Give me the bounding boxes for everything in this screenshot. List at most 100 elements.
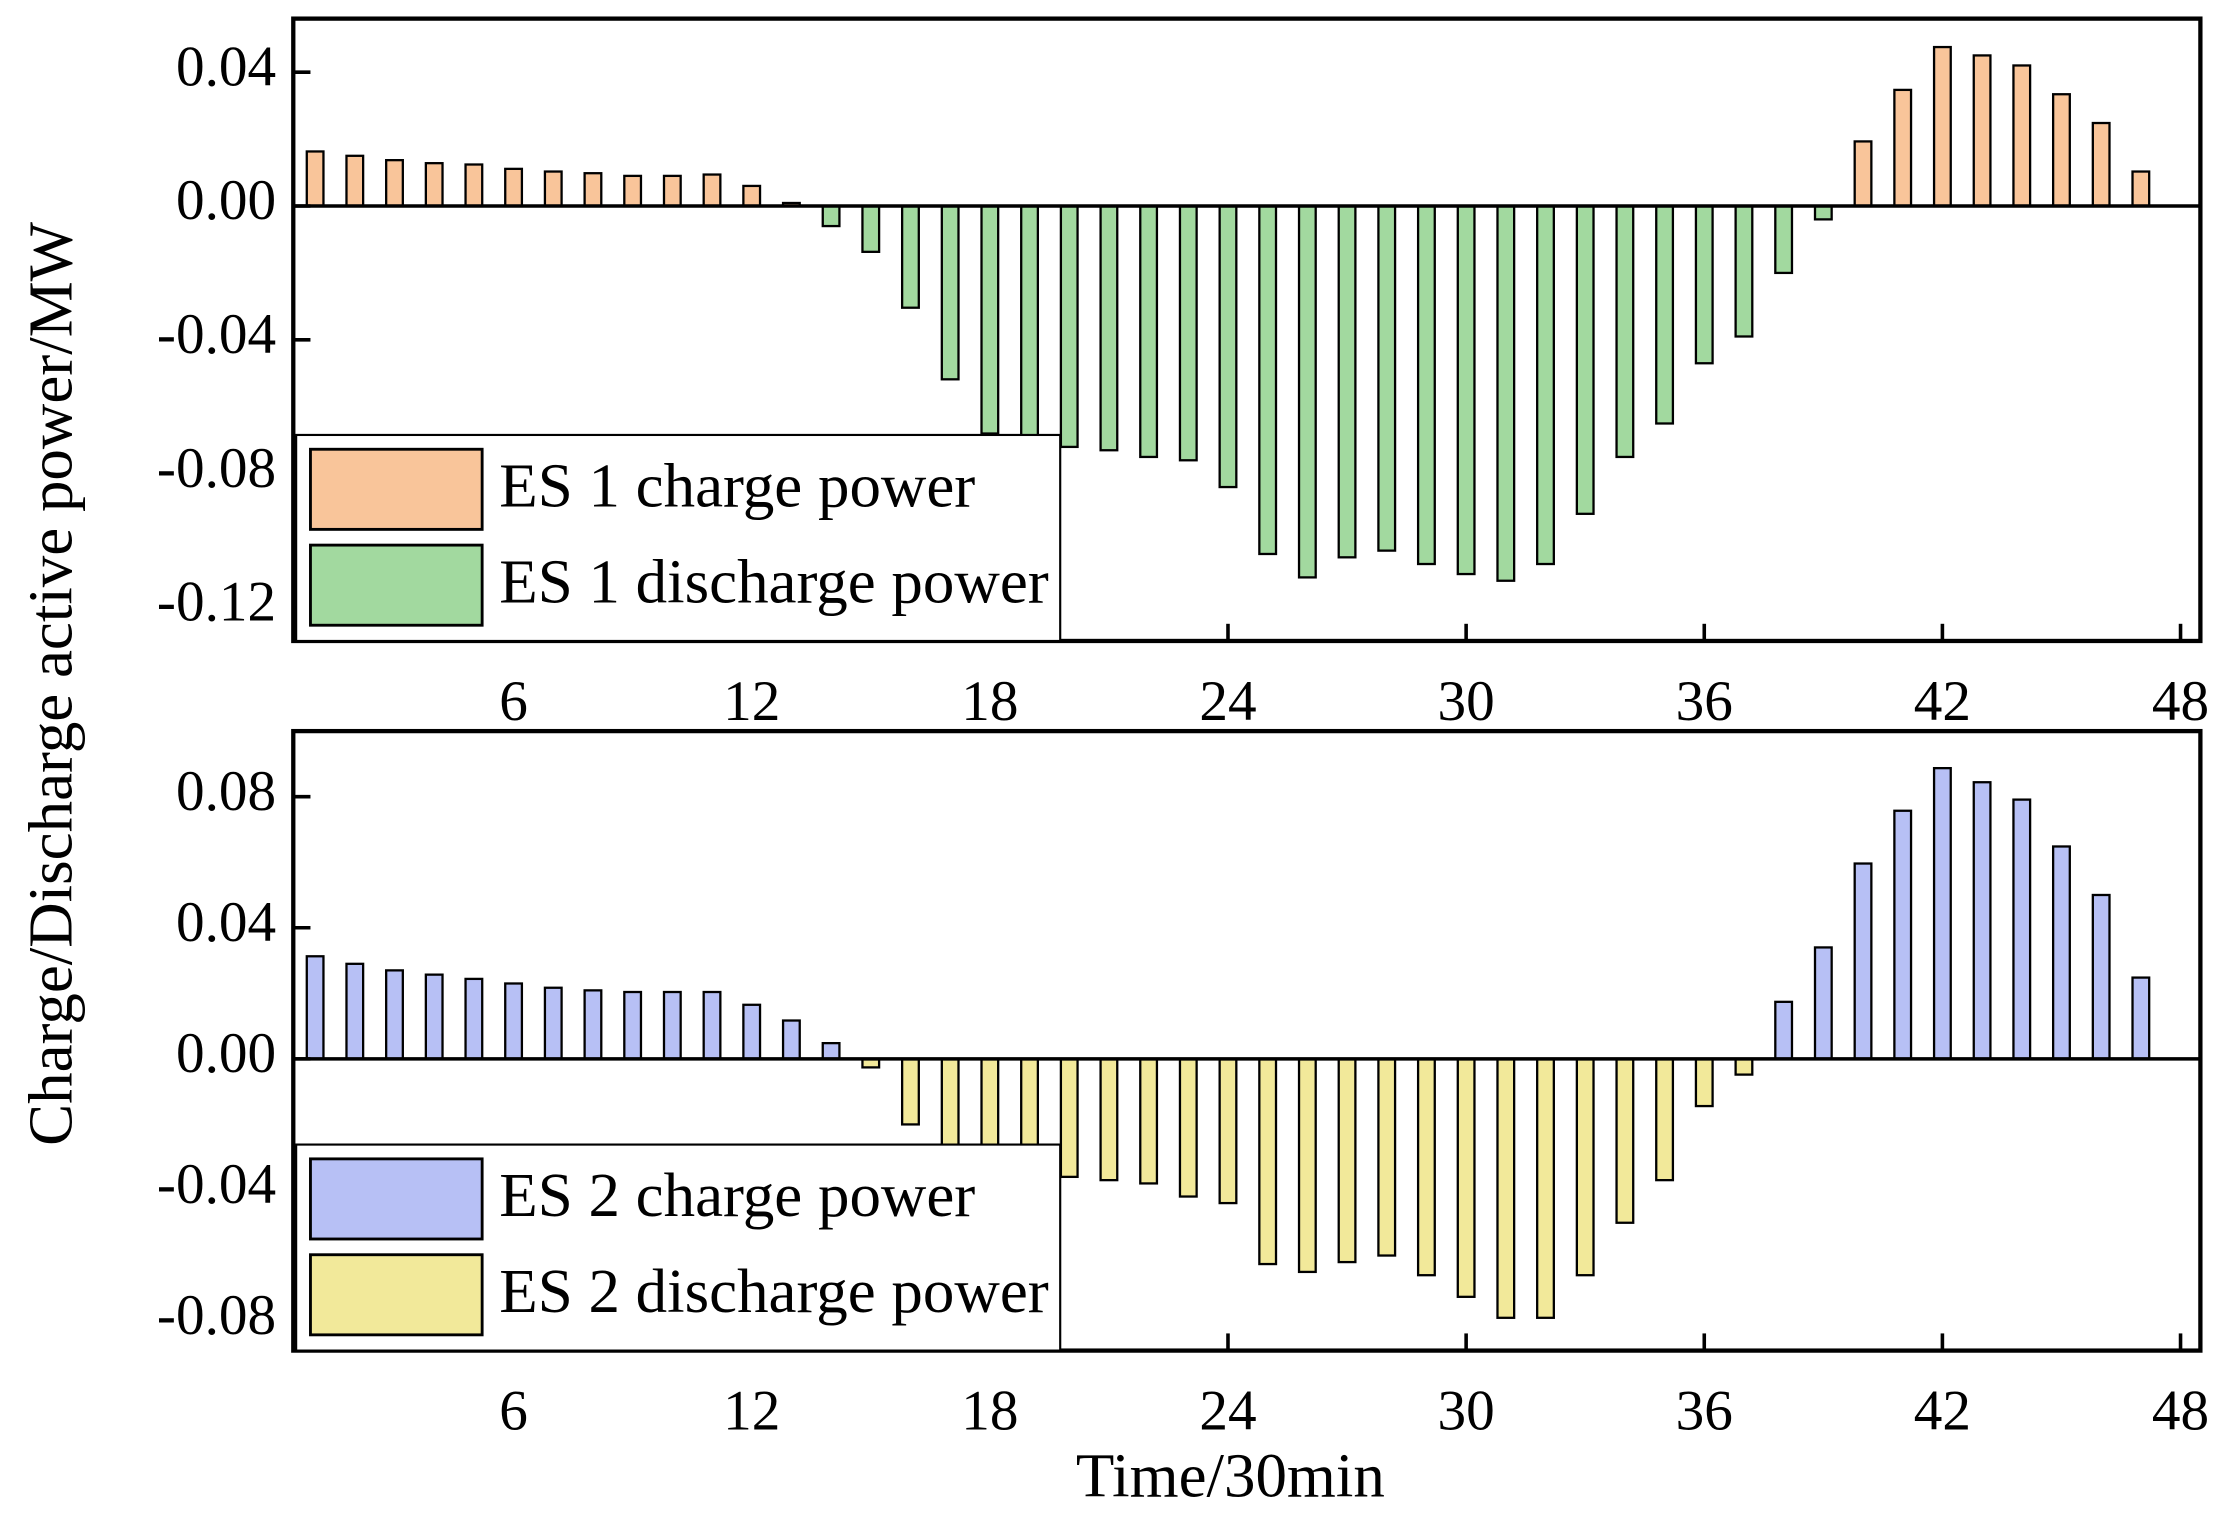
bar: [1139, 204, 1159, 459]
bar: [1456, 1057, 1476, 1298]
bar: [1615, 1057, 1635, 1224]
bar: [1734, 204, 1754, 338]
bar: [345, 154, 365, 208]
y-tick-label: -0.04: [157, 1153, 276, 1216]
legend-swatch: [309, 543, 484, 627]
bar: [1972, 54, 1992, 208]
bar: [2131, 170, 2151, 208]
bar: [2051, 845, 2071, 1061]
legend-swatch: [309, 1253, 484, 1337]
subplot: 0.08 0.04 0.00 -0.04 -0.08 6 12 18 24 30 36 42 48 ES …: [157, 728, 2209, 1443]
bar: [900, 1057, 920, 1126]
bar: [1456, 204, 1476, 576]
x-tick-label: 36: [1676, 670, 1733, 733]
bar: [1020, 204, 1040, 442]
bar: [1059, 1057, 1079, 1179]
bar: [1178, 204, 1198, 462]
bar: [1972, 781, 1992, 1061]
bar: [1377, 1057, 1397, 1257]
bar: [1297, 204, 1317, 579]
y-tick-label: 0.04: [176, 891, 276, 954]
plot-frame: [291, 16, 2203, 644]
y-tick-label: -0.08: [157, 437, 276, 500]
bar: [821, 204, 841, 228]
bar: [623, 174, 643, 208]
bar: [702, 173, 722, 208]
x-tick-label: 36: [1676, 1380, 1733, 1443]
bar: [2012, 64, 2032, 208]
bar: [1932, 766, 1952, 1061]
bar: [1139, 1057, 1159, 1185]
bar: [781, 1019, 801, 1061]
bar: [543, 170, 563, 208]
bar: [1377, 204, 1397, 552]
y-tick-label: -0.08: [157, 1284, 276, 1347]
bar: [1099, 204, 1119, 452]
x-tick-label: 48: [2152, 670, 2209, 733]
x-tick-label: 18: [961, 1380, 1018, 1443]
bar: [1694, 204, 1714, 365]
bar: [1416, 204, 1436, 566]
bar: [1059, 204, 1079, 449]
y-tick-label: 0.04: [176, 35, 276, 98]
bar: [980, 204, 1000, 435]
bar: [1297, 1057, 1317, 1274]
bar: [1932, 45, 1952, 208]
bar: [940, 204, 960, 381]
bar: [702, 990, 722, 1061]
bar: [1536, 1057, 1555, 1319]
bar: [1575, 204, 1595, 515]
plot-frame: [291, 728, 2203, 1353]
x-tick-label: 18: [961, 670, 1018, 733]
bar: [583, 172, 603, 208]
bar: [1416, 1057, 1436, 1277]
bar: [345, 962, 365, 1061]
bar: [662, 174, 682, 208]
bar: [464, 977, 484, 1061]
bar: [1218, 1057, 1238, 1205]
bar: [1575, 1057, 1595, 1277]
bar: [742, 184, 762, 208]
bar: [305, 150, 325, 208]
bar: [861, 204, 881, 253]
legend-swatch: [309, 447, 484, 531]
bar: [1893, 809, 1913, 1061]
bar: [1218, 204, 1238, 489]
bar: [1893, 88, 1913, 208]
bar: [385, 969, 404, 1061]
bar: [1655, 204, 1675, 425]
y-tick-label: 0.08: [176, 760, 276, 823]
bar: [1853, 862, 1873, 1061]
bar: [424, 973, 444, 1061]
bar: [1655, 1057, 1675, 1182]
bar: [662, 990, 682, 1061]
bar: [1496, 204, 1516, 582]
bar: [504, 982, 524, 1061]
bar: [2131, 976, 2151, 1061]
bar: [1813, 204, 1833, 221]
x-tick-label: 30: [1438, 670, 1495, 733]
bar: [1734, 1057, 1754, 1076]
legend-label: ES 1 discharge power: [499, 546, 1048, 616]
bar: [2091, 893, 2111, 1061]
bar: [821, 1041, 841, 1061]
x-axis-title: Time/30min: [1076, 1441, 1385, 1511]
bar: [900, 204, 920, 309]
y-tick-label: -0.12: [157, 571, 276, 634]
bar: [385, 159, 404, 208]
bar: [1099, 1057, 1119, 1182]
bar: [1337, 204, 1357, 559]
subplot: 0.04 0.00 -0.04 -0.08 -0.12 6 12 18 24 30 36 42 48 ES…: [157, 16, 2209, 733]
bar: [1774, 1000, 1794, 1061]
legend-swatch: [309, 1157, 484, 1241]
bar: [1615, 204, 1635, 459]
bar: [583, 989, 603, 1061]
bar: [1496, 1057, 1516, 1319]
x-tick-label: 24: [1199, 1380, 1256, 1443]
bar: [1813, 946, 1833, 1061]
bar: [464, 163, 484, 208]
bar: [1258, 1057, 1278, 1266]
bar: [1536, 204, 1555, 566]
bar: [2051, 93, 2071, 208]
bar: [1258, 204, 1278, 556]
